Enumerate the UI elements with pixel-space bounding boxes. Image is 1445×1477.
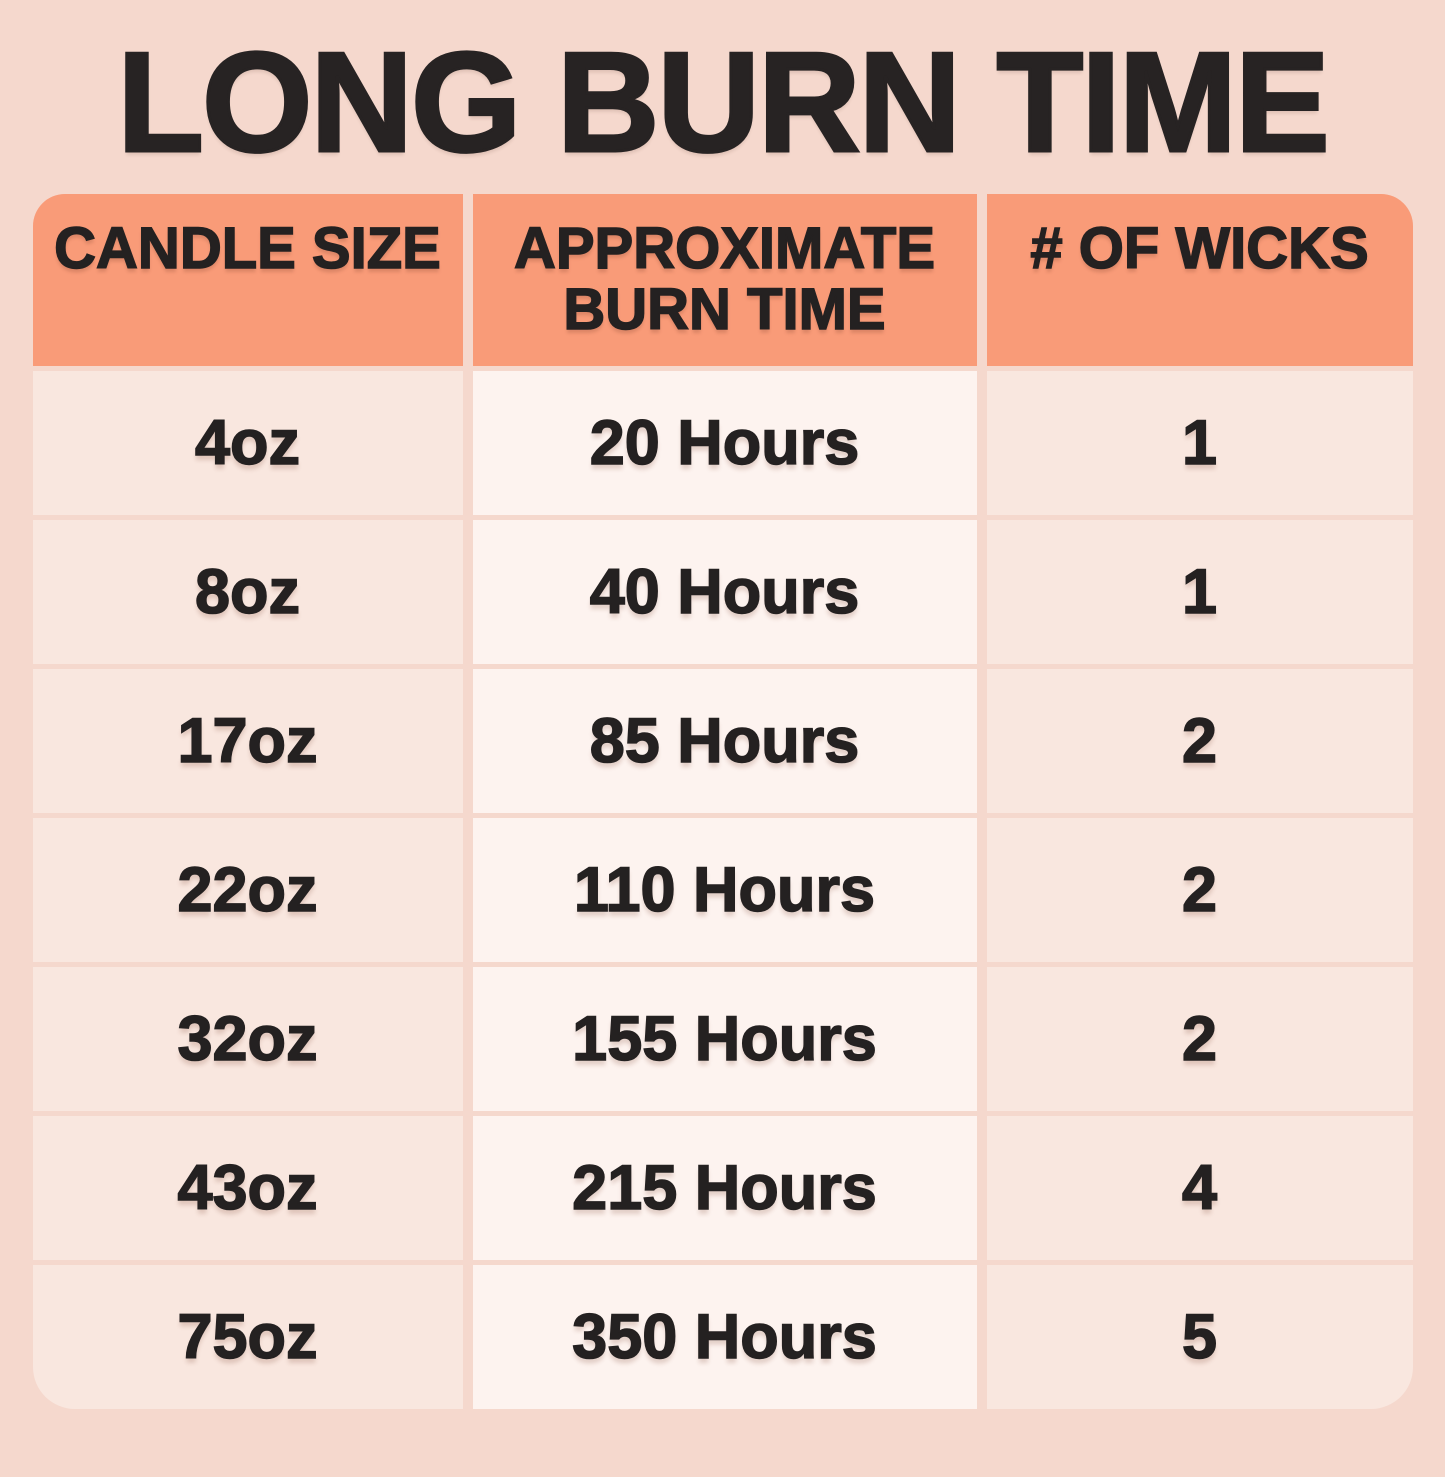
size-cell: 22oz: [32, 818, 463, 962]
size-cell: 17oz: [32, 669, 463, 813]
burn-time-cell: 350 Hours: [472, 1265, 977, 1409]
burn-time-table: CANDLE SIZE APPROXIMATE BURN TIME # OF WIC…: [32, 194, 1413, 1409]
page-title: LONG BURN TIME: [116, 23, 1331, 182]
wicks-cell: 5: [986, 1265, 1413, 1409]
size-cell: 75oz: [32, 1265, 463, 1409]
burn-time-cell: 110 Hours: [472, 818, 977, 962]
size-cell: 43oz: [32, 1116, 463, 1260]
size-cell: 8oz: [32, 520, 463, 664]
burn-time-cell: 85 Hours: [472, 669, 977, 813]
wicks-cell: 2: [986, 967, 1413, 1111]
size-cell: 4oz: [32, 371, 463, 515]
burn-time-cell: 20 Hours: [472, 371, 977, 515]
wicks-cell: 1: [986, 520, 1413, 664]
wicks-cell: 4: [986, 1116, 1413, 1260]
header-cell-wicks: # OF WICKS: [986, 194, 1413, 366]
wicks-cell: 1: [986, 371, 1413, 515]
burn-time-cell: 155 Hours: [472, 967, 977, 1111]
size-cell: 32oz: [32, 967, 463, 1111]
wicks-cell: 2: [986, 669, 1413, 813]
wicks-cell: 2: [986, 818, 1413, 962]
header-cell-size: CANDLE SIZE: [32, 194, 463, 366]
header-cell-burn-time: APPROXIMATE BURN TIME: [472, 194, 977, 366]
burn-time-cell: 215 Hours: [472, 1116, 977, 1260]
burn-time-cell: 40 Hours: [472, 520, 977, 664]
